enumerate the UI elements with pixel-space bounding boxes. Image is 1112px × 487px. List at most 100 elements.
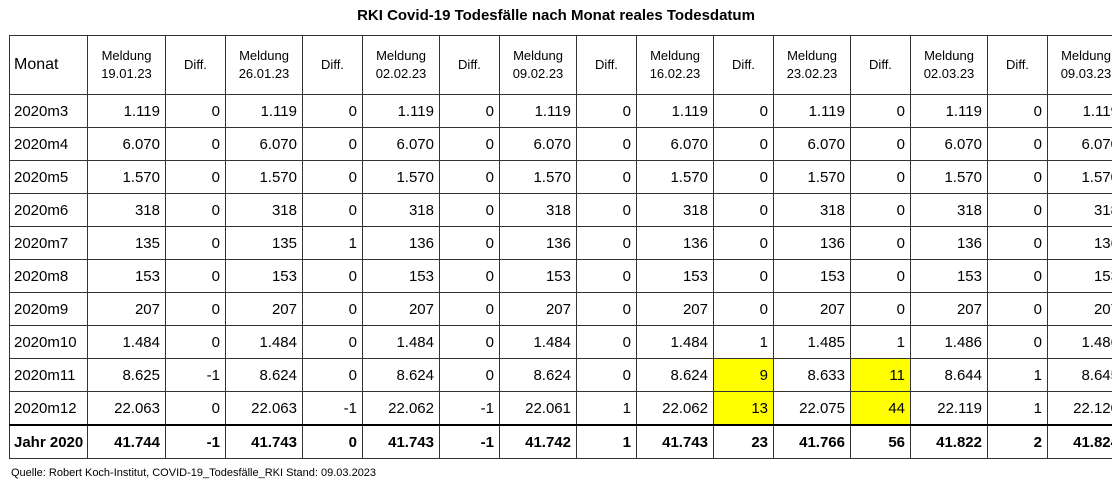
diff-cell: 0 <box>987 160 1048 194</box>
meldung-cell: 207 <box>1047 292 1112 326</box>
meldung-cell: 6.070 <box>87 127 166 161</box>
total-meldung-cell: 41.766 <box>773 424 851 459</box>
diff-cell: 0 <box>576 160 637 194</box>
meldung-cell: 1.119 <box>87 94 166 128</box>
meldung-cell: 8.624 <box>362 358 440 392</box>
total-row: Jahr 2020 41.744 -1 41.743 0 41.743 -1 41.742 1 4… <box>9 424 1112 459</box>
meldung-cell: 1.570 <box>636 160 714 194</box>
meldung-cell: 318 <box>773 193 851 227</box>
diff-cell: 0 <box>713 94 774 128</box>
meldung-cell: 153 <box>773 259 851 293</box>
meldung-cell: 318 <box>499 193 577 227</box>
diff-cell: 13 <box>713 391 774 426</box>
column-header-meldung: Meldung 09.02.23 <box>499 35 577 95</box>
total-diff-cell: 2 <box>987 424 1048 459</box>
meldung-cell: 8.645 <box>1047 358 1112 392</box>
column-header-meldung: Meldung 23.02.23 <box>773 35 851 95</box>
meldung-cell: 153 <box>499 259 577 293</box>
meldung-cell: 6.070 <box>499 127 577 161</box>
diff-cell: 0 <box>302 292 363 326</box>
meldung-cell: 22.062 <box>636 391 714 426</box>
diff-cell: -1 <box>439 391 500 426</box>
meldung-cell: 1.119 <box>636 94 714 128</box>
diff-cell: 0 <box>165 259 226 293</box>
meldung-cell: 1.485 <box>773 325 851 359</box>
column-header-line1: Meldung <box>101 48 152 63</box>
table-row: 2020m63180318031803180318031803180318 <box>9 193 1112 227</box>
meldung-cell: 136 <box>910 226 988 260</box>
table-row: 2020m12 22.063 0 22.063 -1 22.062 -1 22.061 1 22.… <box>9 391 1112 426</box>
meldung-cell: 136 <box>636 226 714 260</box>
meldung-cell: 135 <box>225 226 303 260</box>
meldung-cell: 153 <box>362 259 440 293</box>
meldung-cell: 1.486 <box>910 325 988 359</box>
diff-cell: 44 <box>850 391 911 426</box>
meldung-cell: 1.119 <box>773 94 851 128</box>
diff-cell: 0 <box>576 292 637 326</box>
table-title: RKI Covid-19 Todesfälle nach Monat reale… <box>357 7 755 24</box>
column-header-diff: Diff. <box>302 35 363 95</box>
diff-cell: 0 <box>302 358 363 392</box>
meldung-cell: 318 <box>910 193 988 227</box>
meldung-cell: 1.570 <box>910 160 988 194</box>
diff-cell: 0 <box>439 325 500 359</box>
diff-cell: 0 <box>439 94 500 128</box>
diff-cell: 0 <box>439 193 500 227</box>
diff-cell: 0 <box>165 226 226 260</box>
diff-cell: 0 <box>576 259 637 293</box>
meldung-cell: 1.119 <box>1047 94 1112 128</box>
diff-cell: 0 <box>850 292 911 326</box>
column-header-line1: Meldung <box>239 48 289 63</box>
meldung-cell: 136 <box>362 226 440 260</box>
diff-cell: 1 <box>576 391 637 426</box>
meldung-cell: 22.062 <box>362 391 440 426</box>
diff-cell: 0 <box>576 94 637 128</box>
diff-cell: 0 <box>439 358 500 392</box>
total-meldung-cell: 41.743 <box>225 424 303 459</box>
meldung-cell: 1.484 <box>87 325 166 359</box>
column-header-line1: Meldung <box>376 48 426 63</box>
total-diff-cell: -1 <box>165 424 226 459</box>
deaths-table: Monat Meldung 19.01.23 Diff. Meldung 26.01.2… <box>9 35 1112 459</box>
diff-cell: 0 <box>302 259 363 293</box>
table-row: 2020m92070207020702070207020702070207 <box>9 292 1112 326</box>
diff-cell: 0 <box>987 292 1048 326</box>
meldung-cell: 153 <box>1047 259 1112 293</box>
month-cell: 2020m3 <box>9 94 88 128</box>
diff-cell: 0 <box>439 127 500 161</box>
meldung-cell: 1.484 <box>362 325 440 359</box>
diff-cell: 0 <box>850 193 911 227</box>
meldung-cell: 135 <box>87 226 166 260</box>
column-header-date: 02.03.23 <box>923 66 975 81</box>
total-meldung-cell: 41.822 <box>910 424 988 459</box>
column-header-date: 26.01.23 <box>238 66 290 81</box>
total-meldung-cell: 41.743 <box>636 424 714 459</box>
diff-cell: 0 <box>713 160 774 194</box>
meldung-cell: 1.484 <box>499 325 577 359</box>
diff-cell: 0 <box>165 292 226 326</box>
diff-cell: 1 <box>850 325 911 359</box>
meldung-cell: 8.624 <box>499 358 577 392</box>
diff-cell: 0 <box>302 160 363 194</box>
column-header-date: 16.02.23 <box>649 66 701 81</box>
month-cell: 2020m8 <box>9 259 88 293</box>
diff-cell: 0 <box>576 193 637 227</box>
diff-cell: 1 <box>987 358 1048 392</box>
table-row: 2020m4 6.070 0 6.070 0 6.070 0 6.070 0 6.070 0 6.07… <box>9 127 1112 161</box>
meldung-cell: 1.484 <box>225 325 303 359</box>
diff-cell: 0 <box>165 325 226 359</box>
diff-cell: 0 <box>987 193 1048 227</box>
diff-cell: 0 <box>302 325 363 359</box>
diff-cell: 0 <box>439 160 500 194</box>
diff-cell: 0 <box>439 226 500 260</box>
diff-cell: -1 <box>302 391 363 426</box>
month-cell: 2020m10 <box>9 325 88 359</box>
diff-cell: 0 <box>713 226 774 260</box>
meldung-cell: 1.570 <box>225 160 303 194</box>
column-header-meldung: Meldung 16.02.23 <box>636 35 714 95</box>
meldung-cell: 1.570 <box>1047 160 1112 194</box>
diff-cell: 0 <box>576 358 637 392</box>
meldung-cell: 6.070 <box>362 127 440 161</box>
diff-cell: 1 <box>713 325 774 359</box>
diff-cell: 0 <box>302 127 363 161</box>
